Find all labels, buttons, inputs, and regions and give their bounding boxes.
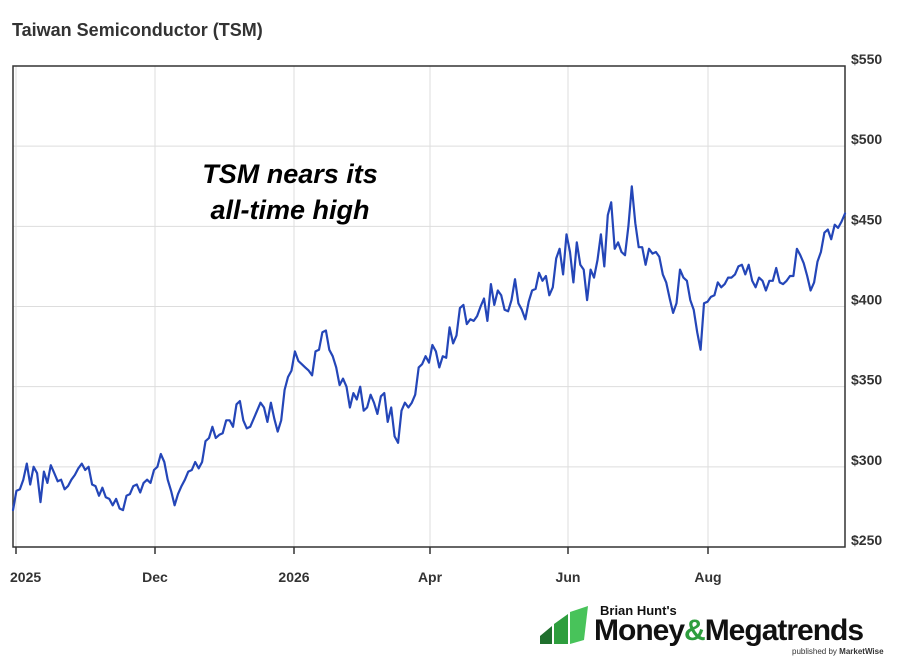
x-tick-label: 2025 [10, 569, 41, 585]
x-tick-label: 2026 [278, 569, 309, 585]
y-tick-label: $250 [851, 532, 882, 548]
logo-money: Money [594, 614, 685, 647]
money-megatrends-logo: Brian Hunt's Money&Megatrends published … [538, 603, 888, 656]
chart-title: Taiwan Semiconductor (TSM) [12, 20, 263, 40]
logo-sub-text: published by MarketWise [792, 647, 884, 656]
x-tick-label: Jun [556, 569, 581, 585]
x-tick-label: Apr [418, 569, 443, 585]
logo-ampersand: & [684, 614, 706, 647]
annotation-line-1: TSM nears its [202, 159, 378, 189]
x-tick-label: Dec [142, 569, 168, 585]
y-tick-label: $300 [851, 452, 882, 468]
growth-bars-icon [540, 606, 588, 644]
logo-published-by: published by [792, 647, 837, 656]
y-axis-ticks: $550 $500 $450 $400 $350 $300 $250 [851, 51, 882, 548]
chart-annotation: TSM nears its all-time high [120, 156, 460, 228]
y-tick-label: $450 [851, 211, 882, 227]
y-tick-label: $550 [851, 51, 882, 67]
plot-frame [12, 65, 846, 548]
logo-megatrends: Megatrends [704, 614, 864, 647]
x-tick-label: Aug [694, 569, 721, 585]
price-series-line [11, 185, 847, 512]
gridlines [13, 66, 845, 547]
logo-marketwise: MarketWise [839, 647, 884, 656]
y-tick-label: $500 [851, 131, 882, 147]
logo-top-text: Brian Hunt's [600, 603, 677, 618]
annotation-line-2: all-time high [210, 195, 370, 225]
series-line-group [11, 185, 847, 512]
x-axis-ticks: 2025 Dec 2026 Apr Jun Aug [10, 547, 722, 585]
y-tick-label: $350 [851, 372, 882, 388]
y-tick-label: $400 [851, 292, 882, 308]
logo-main-text: Money&Megatrends [594, 614, 864, 648]
